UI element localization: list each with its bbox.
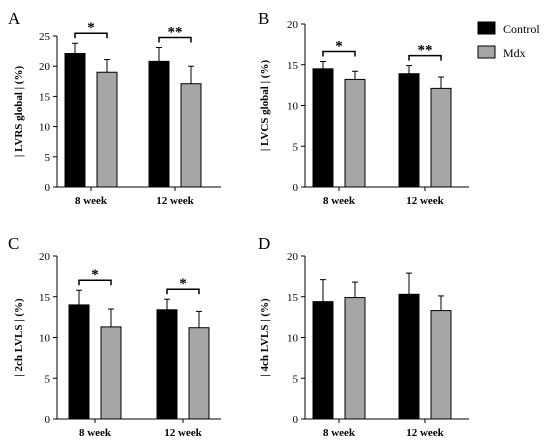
y-tick-label: 15 xyxy=(287,60,299,72)
y-tick-label: 20 xyxy=(39,61,51,73)
x-tick-label: 8 week xyxy=(79,427,112,439)
significance-marker: * xyxy=(87,20,95,36)
significance-bracket xyxy=(408,54,442,61)
y-tick-label: 20 xyxy=(287,19,299,31)
bar-mdx-12-week xyxy=(180,83,202,188)
y-tick-label: 25 xyxy=(39,31,51,43)
y-tick-label: 5 xyxy=(293,141,299,153)
significance-bracket xyxy=(78,279,112,286)
x-tick-label: 12 week xyxy=(156,195,194,207)
panel-letter: A xyxy=(8,9,21,28)
y-tick-label: 15 xyxy=(39,91,51,103)
bar-mdx-12-week xyxy=(430,87,452,188)
significance-marker: ** xyxy=(418,43,433,59)
x-tick-label: 8 week xyxy=(323,195,356,207)
y-tick-label: 0 xyxy=(293,414,299,426)
x-tick-label: 12 week xyxy=(406,427,444,439)
x-tick-label: 8 week xyxy=(75,195,108,207)
panel-b: B | LVCS global | (%) 0 5 10 15 20 8 week * 12 we… xyxy=(258,9,469,207)
y-tick-label: 0 xyxy=(45,414,51,426)
y-tick-label: 10 xyxy=(287,333,299,345)
y-tick-label: 10 xyxy=(39,122,51,134)
y-tick-label: 0 xyxy=(45,182,51,194)
significance-marker: * xyxy=(335,38,343,54)
panel-c: C | 2ch LVLS | (%) 0 5 10 15 20 8 week * 12 week * xyxy=(8,234,221,439)
bar-control-12-week xyxy=(148,60,170,188)
y-tick-label: 20 xyxy=(287,251,299,263)
y-axis-label: | LVRS global | (%) xyxy=(13,66,25,158)
significance-bracket xyxy=(74,32,108,39)
bar-control-12-week xyxy=(156,309,178,420)
legend-swatch xyxy=(477,21,496,35)
significance-bracket xyxy=(166,288,200,295)
significance-marker: ** xyxy=(168,24,183,40)
panel-letter: B xyxy=(258,9,269,28)
y-tick-label: 15 xyxy=(287,292,299,304)
significance-marker: * xyxy=(91,267,99,283)
y-axis-label: | LVCS global | (%) xyxy=(259,60,271,152)
bar-mdx-8-week xyxy=(344,78,366,188)
bar-control-8-week xyxy=(68,304,90,420)
panel-letter: C xyxy=(8,234,19,253)
significance-bracket xyxy=(322,50,356,57)
legend: Control Mdx xyxy=(477,21,540,60)
significance-bracket xyxy=(158,36,192,43)
bar-mdx-12-week xyxy=(188,327,210,420)
y-tick-label: 15 xyxy=(39,292,51,304)
bar-control-8-week xyxy=(312,301,334,420)
y-tick-label: 0 xyxy=(293,182,299,194)
y-axis-label: | 2ch LVLS | (%) xyxy=(13,298,25,377)
panel-a: A | LVRS global | (%) 0 5 10 15 20 25 8 week * 12 … xyxy=(8,9,221,207)
legend-swatch xyxy=(477,45,496,59)
legend-label: Control xyxy=(503,22,540,36)
y-axis-label: | 4ch LVLS | (%) xyxy=(259,298,271,377)
panel-d: D | 4ch LVLS | (%) 0 5 10 15 20 8 week 12 week xyxy=(258,234,469,439)
y-tick-label: 10 xyxy=(287,101,299,113)
y-tick-label: 20 xyxy=(39,251,51,263)
x-tick-label: 12 week xyxy=(164,427,202,439)
significance-marker: * xyxy=(179,276,187,292)
bar-control-12-week xyxy=(398,73,420,188)
bar-mdx-8-week xyxy=(100,326,122,420)
bar-mdx-8-week xyxy=(344,297,366,420)
y-tick-label: 5 xyxy=(293,373,299,385)
x-tick-label: 8 week xyxy=(323,427,356,439)
legend-label: Mdx xyxy=(503,46,526,60)
bar-mdx-12-week xyxy=(430,310,452,420)
bar-control-12-week xyxy=(398,293,420,420)
y-tick-label: 5 xyxy=(45,373,51,385)
bar-mdx-8-week xyxy=(96,71,118,188)
panel-letter: D xyxy=(258,234,270,253)
bar-control-8-week xyxy=(312,68,334,188)
x-tick-label: 12 week xyxy=(406,195,444,207)
bar-control-8-week xyxy=(64,53,86,188)
y-tick-label: 5 xyxy=(45,152,51,164)
y-tick-label: 10 xyxy=(39,333,51,345)
